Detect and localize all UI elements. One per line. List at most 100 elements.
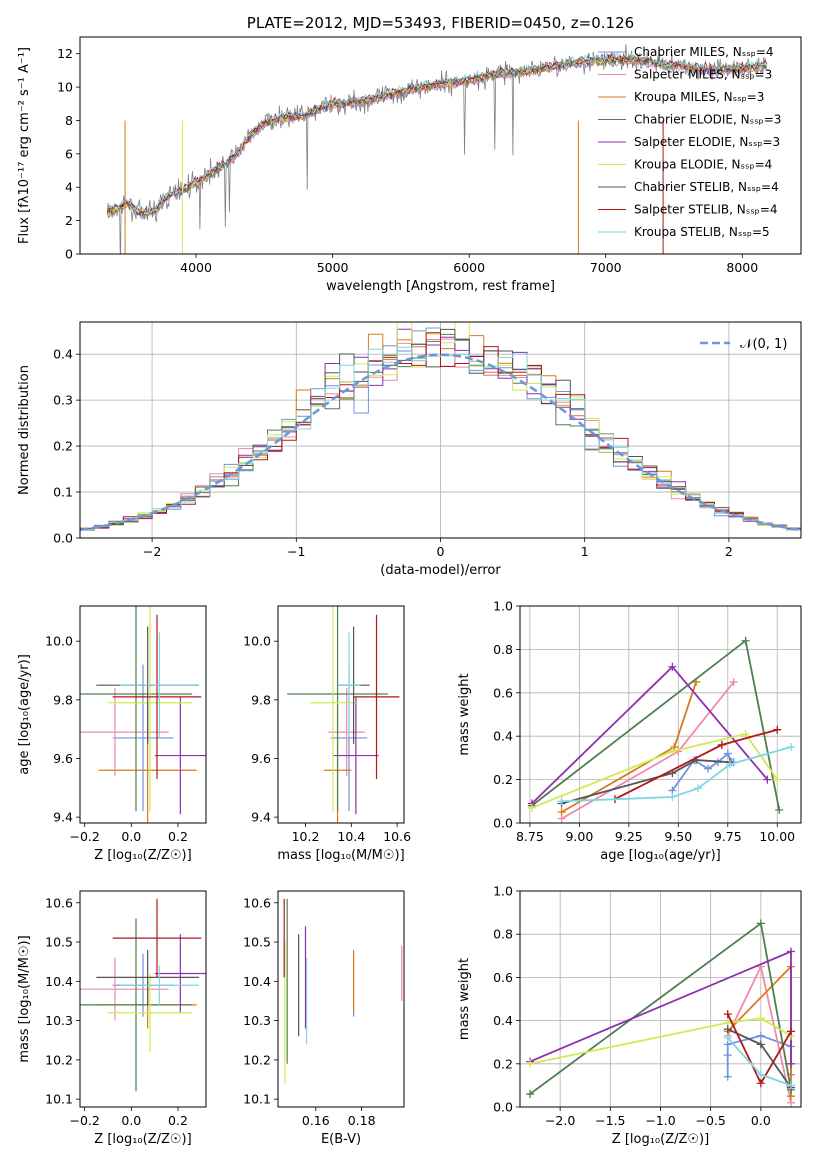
legend-label: Salpeter ELODIE, Nₛₛₚ=3 (634, 135, 780, 149)
weight-point-salpeter_stelib (723, 1010, 732, 1019)
plot-area (80, 606, 206, 823)
y-tick-label: 0.3 (53, 393, 73, 408)
chart-weight-vs-Z: −2.0 −1.5 −1.0 −0.5 0.0 0.0 0.2 0.4 0.6 0.8 1.0 Z [… (457, 884, 802, 1147)
y-axis-label: age [log₁₀(age/yr)] (17, 654, 32, 775)
x-tick-label: 9.75 (714, 829, 742, 844)
y-tick-label: 10.5 (45, 935, 73, 950)
y-tick-label: 12 (57, 46, 73, 61)
x-tick-label: −0.5 (695, 1113, 725, 1128)
weight-line-salpeter_elodie (531, 665, 769, 805)
y-tick-label: 0 (65, 247, 73, 262)
y-axis-label: Normed distribution (17, 365, 32, 495)
weight-point-kroupa_stelib (786, 1081, 795, 1090)
weight-line-chabrier_stelib (561, 759, 730, 805)
weight-point-kroupa_stelib (756, 1070, 765, 1079)
model-spectrum-salpeter_stelib (106, 52, 768, 214)
plot-area (520, 606, 801, 823)
chart-age-vs-mass: 10.2 10.4 10.6 9.4 9.6 9.8 10.0 mass [log₁₀(M/M… (243, 605, 411, 863)
chart-mass-vs-Z: −0.2 0.0 0.2 10.1 10.2 10.3 10.4 10.5 10.6 Z [log… (17, 890, 207, 1147)
y-tick-label: 9.4 (53, 810, 73, 825)
weight-point-salpeter_elodie (786, 947, 795, 956)
y-tick-label: 10.2 (243, 1052, 271, 1067)
weight-point-salpeter_stelib (717, 740, 726, 749)
weight-point-chabrier_elodie (756, 919, 765, 928)
y-tick-label: 9.8 (53, 692, 73, 707)
x-tick-label: −0.2 (69, 1113, 99, 1128)
x-tick-label: 10.4 (337, 829, 365, 844)
x-tick-label: 9.00 (565, 829, 593, 844)
legend: Chabrier MILES, Nₛₛₚ=4 Salpeter MILES, Nₛ… (598, 45, 781, 239)
x-axis-label: wavelength [Angstrom, rest frame] (326, 279, 555, 294)
x-axis-label: E(B-V) (321, 1132, 361, 1147)
axes-frame (79, 36, 802, 255)
x-axis-label: Z [log₁₀(Z/Z☉)] (612, 1132, 709, 1147)
axes-frame (79, 605, 207, 824)
chart-weight-vs-age: 8.75 9.00 9.25 9.50 9.75 10.00 0.0 0.2 0.4 0.6 0.8… (457, 599, 802, 863)
weight-point-chabrier_elodie (526, 1090, 535, 1099)
y-axis-label: mass weight (457, 958, 472, 1040)
y-tick-label: 10.1 (45, 1092, 73, 1107)
y-tick-label: 0.6 (493, 970, 513, 985)
plot-area (287, 606, 400, 823)
y-tick-label: 6 (65, 146, 73, 161)
legend-label: Salpeter STELIB, Nₛₛₚ=4 (634, 203, 778, 217)
weight-point-salpeter_elodie (786, 1059, 795, 1068)
weight-point-chabrier_miles (756, 1031, 765, 1040)
chart-residuals: −2 −1 0 1 2 0.0 0.1 0.2 0.3 0.4 (data-model)/error… (17, 321, 802, 578)
y-tick-label: 0.4 (493, 1013, 513, 1028)
axes-frame (519, 890, 802, 1108)
y-tick-label: 10.4 (45, 974, 73, 989)
weight-point-kroupa_stelib (723, 1033, 732, 1042)
y-tick-label: 0.2 (53, 439, 73, 454)
plot-area (80, 898, 206, 1092)
weight-point-chabrier_miles (723, 749, 732, 758)
chart-mass-vs-ebv: 0.16 0.18 10.1 10.2 10.3 10.4 10.5 10.6 E(B-V) (243, 890, 405, 1147)
weight-point-chabrier_elodie (741, 636, 750, 645)
y-tick-label: 0.2 (493, 1056, 513, 1071)
x-tick-label: 8000 (726, 260, 758, 275)
weight-point-kroupa_elodie (756, 1014, 765, 1023)
axes-frame (277, 605, 405, 824)
y-tick-label: 1.0 (493, 599, 513, 614)
x-axis-label: Z [log₁₀(Z/Z☉)] (94, 848, 191, 863)
x-tick-label: 6000 (453, 260, 485, 275)
y-axis-label: Flux [fλ10⁻¹⁷ erg cm⁻² s⁻¹ A⁻¹] (17, 47, 32, 244)
y-axis-label: mass [log₁₀(M/M☉)] (17, 935, 32, 1062)
y-tick-label: 10.6 (45, 895, 73, 910)
y-tick-label: 9.8 (251, 692, 271, 707)
y-tick-label: 0.4 (493, 729, 513, 744)
weight-point-kroupa_stelib (557, 797, 566, 806)
legend-label: Chabrier ELODIE, Nₛₛₚ=3 (634, 113, 781, 127)
weight-line-chabrier_elodie (531, 639, 781, 811)
weight-point-chabrier_miles (703, 764, 712, 773)
x-tick-label: 5000 (317, 260, 349, 275)
weight-point-salpeter_stelib (786, 1027, 795, 1036)
weight-point-salpeter_miles (729, 677, 738, 686)
chart-spectrum: 4000 5000 6000 7000 8000 0 2 4 6 8 10 12 wavelength … (17, 14, 802, 294)
x-axis-label: mass [log₁₀(M/M☉)] (277, 848, 404, 863)
x-tick-label: 7000 (590, 260, 622, 275)
y-tick-label: 8 (65, 113, 73, 128)
y-tick-label: 10.3 (243, 1013, 271, 1028)
x-tick-label: 9.25 (615, 829, 643, 844)
weight-point-kroupa_miles (670, 743, 679, 752)
legend-label: 𝒩(0, 1) (740, 337, 787, 352)
y-tick-label: 10.3 (45, 1013, 73, 1028)
weight-point-kroupa_stelib (668, 792, 677, 801)
x-tick-label: −1.5 (595, 1113, 625, 1128)
weight-point-salpeter_stelib (773, 725, 782, 734)
y-tick-label: 9.6 (53, 751, 73, 766)
x-tick-label: −1.0 (645, 1113, 675, 1128)
y-tick-label: 10.6 (243, 895, 271, 910)
axes-frame (79, 890, 207, 1108)
legend-label: Chabrier STELIB, Nₛₛₚ=4 (634, 180, 779, 194)
x-tick-label: 9.50 (664, 829, 692, 844)
y-tick-label: 0.0 (493, 1100, 513, 1115)
y-tick-label: 10.4 (243, 974, 271, 989)
y-tick-label: 9.6 (251, 751, 271, 766)
x-tick-label: 0.18 (348, 1113, 376, 1128)
weight-point-kroupa_miles (557, 808, 566, 817)
y-tick-label: 0.0 (493, 816, 513, 831)
x-tick-label: 0.16 (302, 1113, 330, 1128)
plot-area (80, 322, 801, 538)
